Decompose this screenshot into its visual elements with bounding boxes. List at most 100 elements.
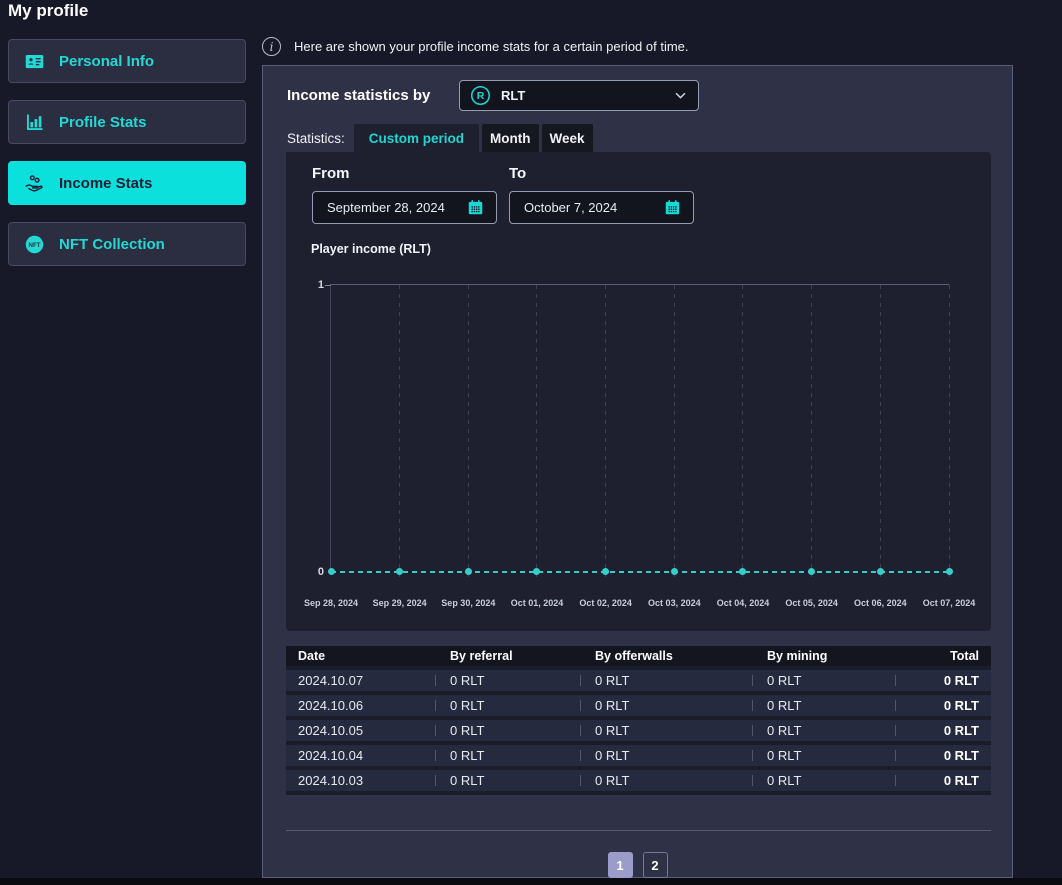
y-axis-tick-label: 1: [318, 279, 324, 291]
y-axis-tick-label: 0: [318, 566, 324, 578]
sidebar-item-personal-info[interactable]: Personal Info: [8, 39, 246, 83]
value-cell: 0 RLT: [580, 720, 752, 741]
data-point: [946, 568, 953, 575]
total-cell: 0 RLT: [895, 670, 991, 691]
sidebar-item-income-stats[interactable]: Income Stats: [8, 161, 246, 205]
x-axis-tick-label: Sep 28, 2024: [304, 598, 358, 608]
gridline: [811, 285, 812, 578]
value-cell: 0 RLT: [752, 720, 895, 741]
page-button-1[interactable]: 1: [608, 852, 633, 878]
sidebar-item-label: Personal Info: [59, 53, 154, 70]
calendar-icon[interactable]: [467, 199, 484, 216]
date-cell: 2024.10.07: [286, 670, 435, 691]
gridline: [536, 285, 537, 578]
panel-title: Income statistics by: [287, 87, 430, 104]
data-point: [602, 568, 609, 575]
x-axis-tick-label: Oct 03, 2024: [648, 598, 701, 608]
table-row: 2024.10.050 RLT0 RLT0 RLT0 RLT: [286, 720, 991, 745]
total-cell: 0 RLT: [895, 695, 991, 716]
currency-select[interactable]: R RLT: [459, 80, 699, 111]
table-row: 2024.10.060 RLT0 RLT0 RLT0 RLT: [286, 695, 991, 720]
table-body: 2024.10.070 RLT0 RLT0 RLT0 RLT2024.10.06…: [286, 670, 991, 795]
data-point: [396, 568, 403, 575]
from-label: From: [312, 165, 350, 182]
column-header-by-offerwalls: By offerwalls: [580, 646, 752, 666]
date-cell: 2024.10.03: [286, 770, 435, 791]
tab-custom-period[interactable]: Custom period: [354, 124, 479, 152]
tab-month[interactable]: Month: [482, 124, 538, 152]
table-row: 2024.10.070 RLT0 RLT0 RLT0 RLT: [286, 670, 991, 695]
svg-text:R: R: [477, 90, 485, 102]
statistics-tabs-row: Statistics: Custom periodMonthWeek: [287, 124, 992, 152]
page-button-2[interactable]: 2: [643, 852, 668, 878]
player-income-chart: 01 Sep 28, 2024Sep 29, 2024Sep 30, 2024O…: [330, 284, 949, 572]
gridline: [468, 285, 469, 578]
x-axis-tick-label: Oct 04, 2024: [717, 598, 770, 608]
chart-zero-line: [331, 571, 949, 573]
id-card-icon: [24, 51, 45, 72]
from-date-input[interactable]: September 28, 2024: [312, 191, 497, 224]
bottom-edge-strip: [0, 878, 1062, 885]
table-row: 2024.10.030 RLT0 RLT0 RLT0 RLT: [286, 770, 991, 795]
bar-chart-icon: [24, 112, 45, 133]
value-cell: 0 RLT: [580, 770, 752, 791]
info-banner: i Here are shown your profile income sta…: [262, 37, 689, 56]
column-header-total: Total: [895, 646, 991, 666]
from-date-value: September 28, 2024: [327, 200, 467, 215]
date-cell: 2024.10.06: [286, 695, 435, 716]
column-header-date: Date: [286, 646, 435, 666]
to-date-value: October 7, 2024: [524, 200, 664, 215]
sidebar-item-profile-stats[interactable]: Profile Stats: [8, 100, 246, 144]
x-axis-tick-label: Oct 07, 2024: [923, 598, 976, 608]
data-point: [533, 568, 540, 575]
data-point: [328, 568, 335, 575]
calendar-icon[interactable]: [664, 199, 681, 216]
info-icon: i: [262, 37, 281, 56]
to-date-input[interactable]: October 7, 2024: [509, 191, 694, 224]
custom-period-content: From September 28, 2024 To October 7, 20…: [286, 152, 991, 631]
date-cell: 2024.10.05: [286, 720, 435, 741]
value-cell: 0 RLT: [435, 695, 580, 716]
value-cell: 0 RLT: [580, 695, 752, 716]
data-point: [739, 568, 746, 575]
chevron-down-icon: [673, 88, 688, 103]
total-cell: 0 RLT: [895, 720, 991, 741]
pagination: 12: [263, 852, 1012, 878]
column-header-by-referral: By referral: [435, 646, 580, 666]
value-cell: 0 RLT: [435, 770, 580, 791]
gridline: [742, 285, 743, 578]
sidebar-item-nft-collection[interactable]: NFTNFT Collection: [8, 222, 246, 266]
y-axis-tick: [325, 285, 331, 286]
table-header-row: DateBy referralBy offerwallsBy miningTot…: [286, 646, 991, 670]
value-cell: 0 RLT: [580, 670, 752, 691]
total-cell: 0 RLT: [895, 770, 991, 791]
currency-select-value: RLT: [501, 88, 663, 103]
page-title: My profile: [8, 1, 88, 21]
data-point: [877, 568, 884, 575]
value-cell: 0 RLT: [752, 770, 895, 791]
x-axis-tick-label: Oct 05, 2024: [785, 598, 838, 608]
info-banner-text: Here are shown your profile income stats…: [294, 39, 689, 54]
sidebar-item-label: Profile Stats: [59, 114, 147, 131]
statistics-tabs: Custom periodMonthWeek: [354, 124, 593, 152]
table-row: 2024.10.040 RLT0 RLT0 RLT0 RLT: [286, 745, 991, 770]
value-cell: 0 RLT: [435, 720, 580, 741]
value-cell: 0 RLT: [580, 745, 752, 766]
income-table: DateBy referralBy offerwallsBy miningTot…: [286, 646, 991, 795]
statistics-label: Statistics:: [287, 131, 345, 146]
gridline: [949, 285, 950, 578]
tab-week[interactable]: Week: [542, 124, 593, 152]
data-point: [808, 568, 815, 575]
sidebar: Personal Info Profile Stats Income Stats NF…: [8, 39, 246, 283]
hand-coins-icon: [24, 173, 45, 194]
value-cell: 0 RLT: [435, 670, 580, 691]
gridline: [399, 285, 400, 578]
rlt-coin-icon: R: [470, 85, 491, 106]
total-cell: 0 RLT: [895, 745, 991, 766]
x-axis-tick-label: Oct 02, 2024: [579, 598, 632, 608]
date-cell: 2024.10.04: [286, 745, 435, 766]
pagination-divider: [286, 830, 991, 831]
data-point: [465, 568, 472, 575]
gridline: [674, 285, 675, 578]
x-axis-tick-label: Sep 29, 2024: [373, 598, 427, 608]
